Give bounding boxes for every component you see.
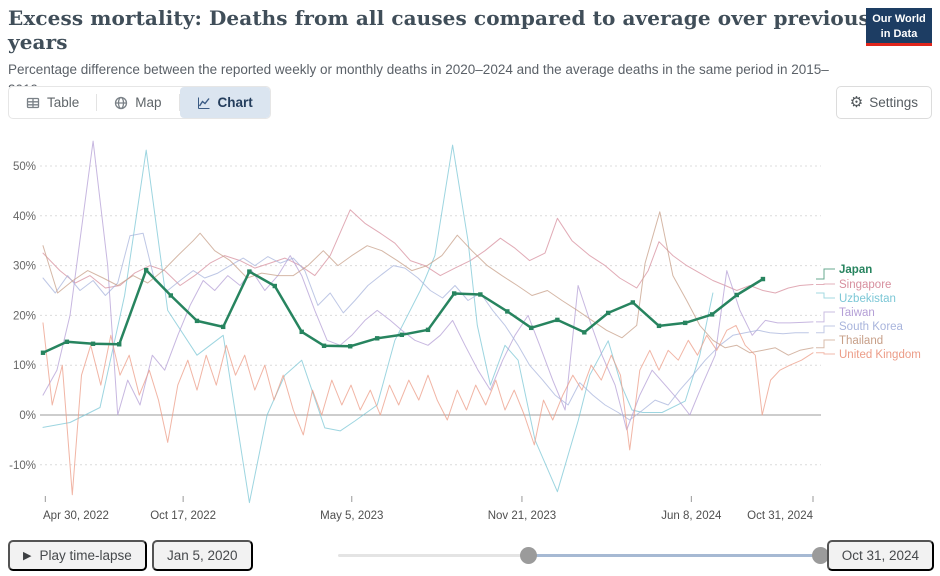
timeline-handle-end[interactable]: [812, 547, 829, 564]
tab-map[interactable]: Map: [97, 87, 178, 118]
series-marker-japan: [299, 329, 304, 335]
tab-map-label: Map: [135, 95, 162, 110]
x-axis-tick-label: Apr 30, 2022: [43, 510, 109, 522]
line-chart-icon: [197, 96, 211, 110]
tab-divider: [178, 94, 180, 111]
timeline-handle-start[interactable]: [520, 547, 537, 564]
settings-label: Settings: [869, 95, 918, 110]
chart-header: Excess mortality: Deaths from all causes…: [8, 6, 932, 101]
play-timelapse-button[interactable]: ▶ Play time-lapse: [8, 540, 147, 571]
excess-mortality-line-chart[interactable]: 50% 40% 30% 20% 10% 0% -10% Apr 30, 2022 Oct 17,…: [0, 128, 940, 534]
series-marker-japan: [117, 342, 122, 347]
table-icon: [26, 96, 40, 110]
tab-table-label: Table: [47, 95, 80, 110]
owid-logo: Our World in Data: [866, 8, 932, 46]
series-line-thailand[interactable]: [42, 211, 814, 356]
series-marker-japan: [374, 336, 380, 341]
legend-label-south-korea[interactable]: South Korea: [839, 321, 904, 333]
legend-label-singapore[interactable]: Singapore: [839, 279, 891, 291]
series-marker-japan: [194, 318, 200, 324]
page-title: Excess mortality: Deaths from all causes…: [8, 6, 870, 54]
series-marker-japan: [656, 323, 662, 329]
series-marker-japan: [505, 309, 510, 314]
series-marker-japan: [555, 317, 560, 323]
chart-area: 50% 40% 30% 20% 10% 0% -10% Apr 30, 2022 Oct 17,…: [0, 128, 940, 534]
legend-label-taiwan[interactable]: Taiwan: [839, 307, 875, 319]
series-marker-japan: [528, 325, 534, 331]
legend-label-uzbekistan[interactable]: Uzbekistan: [839, 293, 896, 305]
y-axis-tick-label: -10%: [9, 460, 36, 472]
x-axis-tick-label: Oct 17, 2022: [150, 510, 216, 522]
x-axis-tick-label: Nov 21, 2023: [488, 510, 556, 522]
timeline-end-label: Oct 31, 2024: [841, 548, 919, 563]
legend-connector-uzbekistan: [816, 292, 835, 299]
series-marker-japan: [399, 332, 405, 338]
owid-logo-line2: in Data: [880, 27, 918, 40]
series-marker-japan: [478, 292, 483, 297]
series-marker-japan: [451, 291, 457, 296]
timeline-slider[interactable]: [338, 540, 829, 571]
series-marker-japan: [272, 283, 277, 289]
tab-divider: [96, 94, 98, 111]
legend-connector-japan: [816, 268, 835, 280]
timeline-start-label: Jan 5, 2020: [167, 548, 238, 563]
series-marker-japan: [220, 324, 226, 330]
series-marker-japan: [682, 320, 688, 326]
series-line-south-korea[interactable]: [42, 232, 809, 421]
series-marker-japan: [247, 269, 252, 274]
legend-connector-united-kingdom: [816, 352, 835, 355]
timeline-track-active[interactable]: [528, 554, 822, 557]
series-marker-japan: [143, 267, 149, 273]
series-line-singapore[interactable]: [42, 209, 814, 294]
series-marker-japan: [630, 300, 636, 305]
series-marker-japan: [582, 330, 587, 335]
timeline-start-date[interactable]: Jan 5, 2020: [152, 540, 253, 571]
series-marker-japan: [760, 276, 766, 282]
legend-connector-singapore: [816, 283, 835, 285]
view-tab-group: Table Map: [8, 86, 271, 119]
x-axis-tick-label: Oct 31, 2024: [747, 510, 813, 522]
play-timelapse-label: Play time-lapse: [39, 548, 132, 563]
y-axis-tick-label: 0%: [19, 410, 36, 422]
series-marker-japan: [605, 310, 611, 316]
series-line-japan[interactable]: [41, 268, 765, 355]
globe-icon: [114, 96, 128, 110]
y-axis-tick-label: 20%: [13, 310, 36, 322]
series-marker-japan: [64, 339, 70, 344]
series-marker-japan: [321, 343, 327, 348]
legend-connector-south-korea: [816, 325, 835, 334]
y-axis-tick-label: 30%: [13, 261, 36, 273]
series-line-uzbekistan[interactable]: [42, 144, 714, 504]
y-axis-tick-label: 10%: [13, 360, 36, 372]
settings-button[interactable]: ⚙ Settings: [835, 86, 932, 119]
legend-label-united-kingdom[interactable]: United Kingdom: [839, 349, 921, 361]
series-marker-japan: [709, 312, 715, 317]
legend-label-japan[interactable]: Japan: [839, 264, 872, 276]
series-marker-japan: [425, 327, 431, 333]
series-marker-japan: [734, 292, 739, 298]
timeline-end-date[interactable]: Oct 31, 2024: [826, 540, 934, 571]
play-icon: ▶: [23, 550, 32, 562]
tab-chart-label: Chart: [217, 95, 253, 110]
legend-connector-thailand: [816, 339, 835, 349]
y-axis-tick-label: 40%: [13, 211, 36, 223]
series-line-united-kingdom[interactable]: [42, 322, 814, 496]
series-line-taiwan[interactable]: [42, 140, 814, 431]
series-marker-japan: [40, 350, 46, 355]
timeline-controls: ▶ Play time-lapse Jan 5, 2020 Oct 31, 20…: [0, 540, 940, 572]
tab-chart[interactable]: Chart: [179, 87, 270, 118]
series-marker-japan: [90, 341, 96, 346]
legend-label-thailand[interactable]: Thailand: [839, 335, 883, 347]
series-marker-japan: [168, 293, 174, 298]
legend-connector-taiwan: [816, 311, 835, 323]
x-axis-tick-label: Jun 8, 2024: [661, 510, 722, 522]
x-axis-tick-label: May 5, 2023: [320, 510, 383, 522]
tab-table[interactable]: Table: [9, 87, 96, 118]
y-axis-tick-label: 50%: [13, 161, 36, 173]
gear-icon: ⚙: [849, 94, 864, 111]
series-marker-japan: [348, 344, 353, 349]
owid-logo-line1: Our World: [872, 13, 926, 25]
tab-bar: Table Map: [8, 86, 932, 119]
